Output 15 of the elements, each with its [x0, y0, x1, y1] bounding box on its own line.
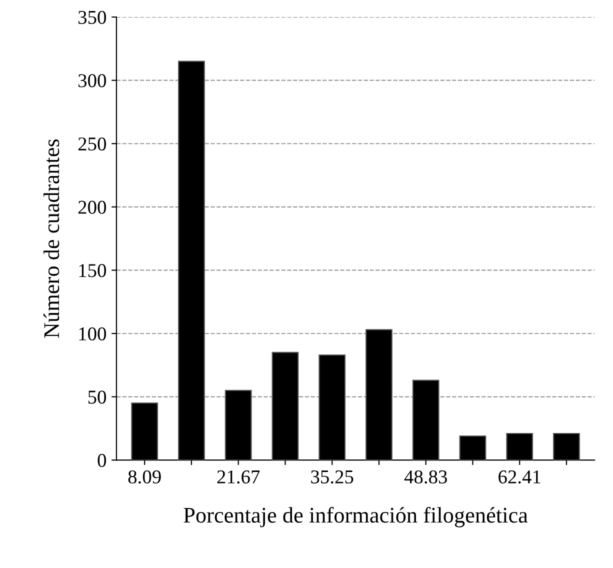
y-tick-label: 250 [78, 137, 106, 151]
y-tick-label: 150 [79, 264, 106, 278]
y-tick-label: 0 [98, 454, 106, 468]
y-tick-label: 100 [79, 327, 106, 340]
y-axis-title: Número de cuadrantes [44, 139, 60, 338]
y-tick-label: 350 [78, 10, 106, 24]
y-tick-label: 300 [78, 74, 106, 88]
y-tick-label: 200 [78, 200, 106, 214]
x-tick-label: 8.09 [128, 470, 161, 484]
y-tick-label: 50 [88, 390, 106, 404]
x-tick-label: 62.41 [498, 470, 540, 484]
x-tick-label: 48.83 [404, 470, 447, 484]
x-axis-title: Porcentaje de información filogenética [184, 506, 528, 528]
x-tick-label: 21.67 [217, 470, 260, 484]
x-tick-label: 35.25 [311, 470, 354, 484]
